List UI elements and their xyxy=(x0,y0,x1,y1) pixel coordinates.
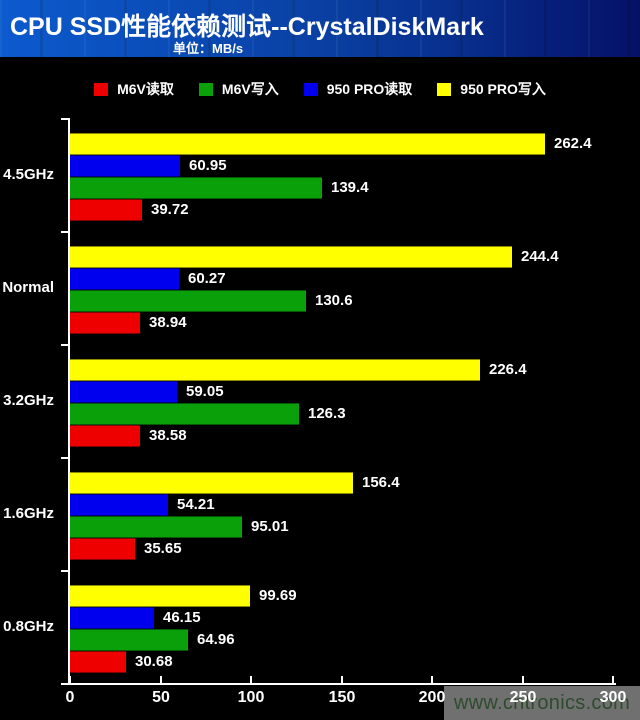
x-axis-tick xyxy=(431,676,433,683)
legend-item-m6v-read: M6V读取 xyxy=(94,79,174,99)
legend-label: 950 PRO写入 xyxy=(460,81,546,97)
bar-value-label: 60.27 xyxy=(188,270,226,287)
x-axis-label: 0 xyxy=(65,689,75,706)
legend-item-950pro-read: 950 PRO读取 xyxy=(303,79,413,99)
x-axis-label: 200 xyxy=(418,689,446,706)
bar-value-label: 99.69 xyxy=(259,587,297,604)
legend-swatch-icon xyxy=(94,82,109,96)
bar-value-label: 38.94 xyxy=(149,314,187,331)
bar-950pro-write xyxy=(70,133,545,155)
bar-value-label: 59.05 xyxy=(186,383,224,400)
legend-label: M6V读取 xyxy=(117,81,174,97)
bar-value-label: 130.6 xyxy=(315,292,353,309)
x-axis-label: 150 xyxy=(328,689,356,706)
bar-950pro-read xyxy=(70,268,179,290)
header-gradient-bands xyxy=(0,0,640,57)
bar-value-label: 38.58 xyxy=(149,427,187,444)
y-axis-tick xyxy=(61,457,68,459)
bar-value-label: 39.72 xyxy=(151,201,189,218)
bar-value-label: 226.4 xyxy=(489,361,527,378)
bar-m6v-read xyxy=(70,651,126,673)
category-label: 4.5GHz xyxy=(3,166,54,183)
bar-950pro-read xyxy=(70,607,154,629)
bar-m6v-read xyxy=(70,312,140,334)
x-axis-label: 250 xyxy=(509,689,537,706)
bar-value-label: 35.65 xyxy=(144,540,182,557)
bar-value-label: 95.01 xyxy=(251,518,289,535)
bar-value-label: 64.96 xyxy=(197,631,235,648)
legend-swatch-icon xyxy=(303,82,318,96)
category-label: 3.2GHz xyxy=(3,392,54,409)
legend-swatch-icon xyxy=(198,82,213,96)
bar-value-label: 46.15 xyxy=(163,609,201,626)
bar-950pro-read xyxy=(70,381,177,403)
bar-m6v-write xyxy=(70,516,242,538)
category-label: 1.6GHz xyxy=(3,505,54,522)
y-axis-tick xyxy=(61,344,68,346)
bar-value-label: 262.4 xyxy=(554,135,592,152)
bar-value-label: 156.4 xyxy=(362,474,400,491)
legend-item-m6v-write: M6V写入 xyxy=(198,79,279,99)
y-axis-tick xyxy=(61,118,68,120)
chart-subtitle: 单位：MB/s xyxy=(173,41,244,56)
x-axis-tick xyxy=(341,676,343,683)
y-axis-tick xyxy=(61,231,68,233)
legend-swatch-icon xyxy=(437,82,452,96)
bar-value-label: 139.4 xyxy=(331,179,369,196)
bar-950pro-write xyxy=(70,359,480,381)
y-axis-tick xyxy=(61,683,68,685)
bar-950pro-read xyxy=(70,494,168,516)
bar-m6v-write xyxy=(70,403,299,425)
watermark: www.cntronics.com xyxy=(444,686,640,720)
bar-950pro-read xyxy=(70,155,180,177)
legend-item-950pro-write: 950 PRO写入 xyxy=(437,79,546,99)
header-banner: CPU SSD性能依赖测试--CrystalDiskMark 单位：MB/s xyxy=(0,0,640,57)
legend-label: 950 PRO读取 xyxy=(326,81,413,97)
bar-value-label: 30.68 xyxy=(135,653,173,670)
x-axis-label: 100 xyxy=(237,689,265,706)
chart-title: CPU SSD性能依赖测试--CrystalDiskMark xyxy=(10,13,484,41)
bar-value-label: 60.95 xyxy=(189,157,227,174)
legend-label: M6V写入 xyxy=(221,81,279,97)
bar-950pro-write xyxy=(70,472,353,494)
x-axis-tick xyxy=(522,676,524,683)
category-label: 0.8GHz xyxy=(3,618,54,635)
bar-950pro-write xyxy=(70,246,512,268)
bar-m6v-write xyxy=(70,629,188,651)
bar-value-label: 126.3 xyxy=(308,405,346,422)
bar-m6v-read xyxy=(70,199,142,221)
y-axis xyxy=(68,118,70,685)
bar-m6v-read xyxy=(70,425,140,447)
x-axis-label: 300 xyxy=(599,689,627,706)
bar-value-label: 244.4 xyxy=(521,248,559,265)
y-axis-tick xyxy=(61,570,68,572)
bar-m6v-read xyxy=(70,538,135,560)
x-axis xyxy=(68,683,616,685)
x-axis-tick xyxy=(250,676,252,683)
x-axis-tick xyxy=(612,676,614,683)
x-axis-label: 50 xyxy=(152,689,170,706)
x-axis-tick xyxy=(69,676,71,683)
bar-m6v-write xyxy=(70,290,306,312)
x-axis-tick xyxy=(160,676,162,683)
bar-value-label: 54.21 xyxy=(177,496,215,513)
bar-m6v-write xyxy=(70,177,322,199)
bar-950pro-write xyxy=(70,585,250,607)
legend: M6V读取 M6V写入 950 PRO读取 950 PRO写入 xyxy=(0,79,640,99)
category-label: Normal xyxy=(2,279,54,296)
